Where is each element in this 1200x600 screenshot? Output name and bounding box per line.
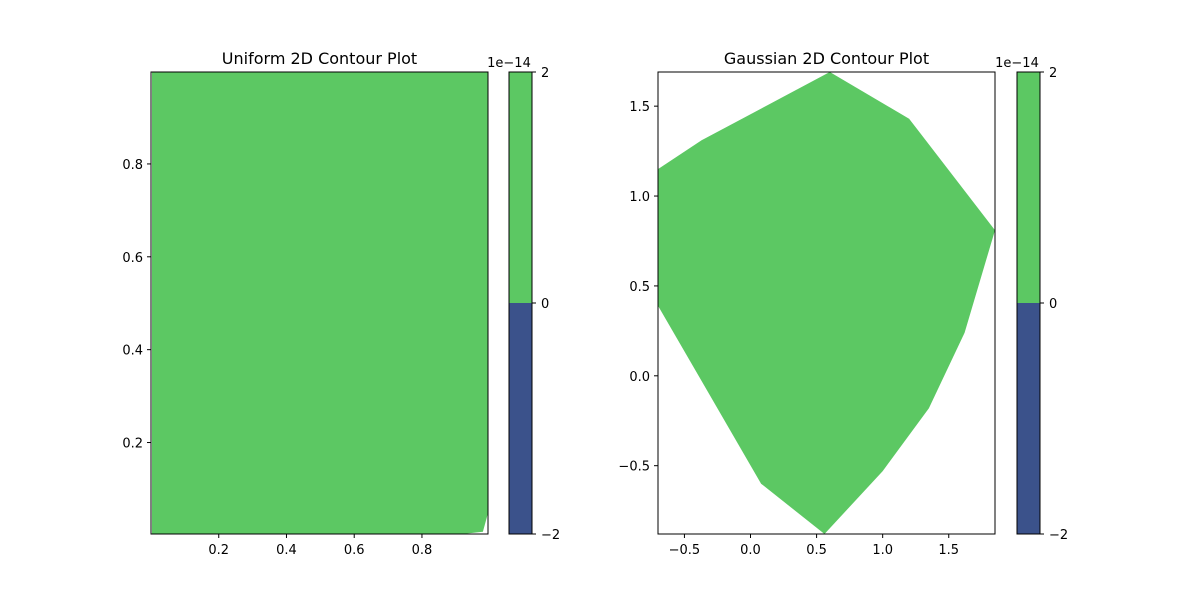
y-axis: −0.5 0.0 0.5 1.0 1.5 (618, 100, 658, 475)
colorbar-exponent-label: 1e−14 (995, 56, 1039, 71)
x-tick-label: 0.0 (740, 543, 761, 558)
gaussian-contour-plot: Gaussian 2D Contour Plot −0.5 0.0 0.5 1.0 1.… (618, 49, 1068, 558)
colorbar-tick-label: 2 (541, 66, 549, 81)
x-axis: 0.2 0.4 0.6 0.8 (208, 534, 432, 558)
colorbar-tick-label: −2 (1049, 528, 1068, 543)
x-tick-label: 0.8 (412, 543, 433, 558)
y-tick-label: 0.6 (122, 251, 143, 266)
colorbar-tick-label: 2 (1049, 66, 1057, 81)
y-tick-label: 0.8 (122, 158, 143, 173)
x-tick-label: −0.5 (669, 543, 701, 558)
colorbar-band (509, 303, 532, 534)
chart-title: Gaussian 2D Contour Plot (724, 49, 929, 68)
y-tick-label: 1.0 (629, 190, 650, 205)
uniform-contour-plot: Uniform 2D Contour Plot 0.2 0.4 0.6 0.8 0.2… (122, 49, 560, 558)
x-tick-label: 1.5 (938, 543, 959, 558)
colorbar-band (1017, 303, 1040, 534)
chart-title: Uniform 2D Contour Plot (222, 49, 417, 68)
y-tick-label: 0.2 (122, 437, 143, 452)
y-tick-label: 0.4 (122, 344, 143, 359)
plot-area (657, 71, 996, 535)
y-tick-label: 0.0 (629, 370, 650, 385)
x-tick-label: 0.5 (806, 543, 827, 558)
contour-fill-region (658, 72, 995, 534)
colorbar: −2 0 2 (1016, 66, 1068, 543)
colorbar-exponent-label: 1e−14 (487, 56, 531, 71)
axes-frame (150, 71, 489, 535)
plot-area (150, 71, 489, 535)
colorbar-band (509, 72, 532, 303)
contour-fill-region (152, 72, 488, 534)
x-tick-label: 0.6 (344, 543, 365, 558)
y-tick-label: 1.5 (629, 100, 650, 115)
x-tick-label: 0.2 (208, 543, 229, 558)
y-tick-label: 0.5 (629, 280, 650, 295)
y-tick-label: −0.5 (618, 460, 650, 475)
colorbar-band (1017, 72, 1040, 303)
colorbar-tick-label: 0 (1049, 297, 1057, 312)
colorbar-tick-label: 0 (541, 297, 549, 312)
x-axis: −0.5 0.0 0.5 1.0 1.5 (669, 534, 959, 558)
y-axis: 0.2 0.4 0.6 0.8 (122, 158, 151, 452)
x-tick-label: 0.4 (276, 543, 297, 558)
colorbar-tick-label: −2 (541, 528, 560, 543)
axes-frame (657, 71, 996, 535)
x-tick-label: 1.0 (872, 543, 893, 558)
colorbar: −2 0 2 (508, 66, 560, 543)
